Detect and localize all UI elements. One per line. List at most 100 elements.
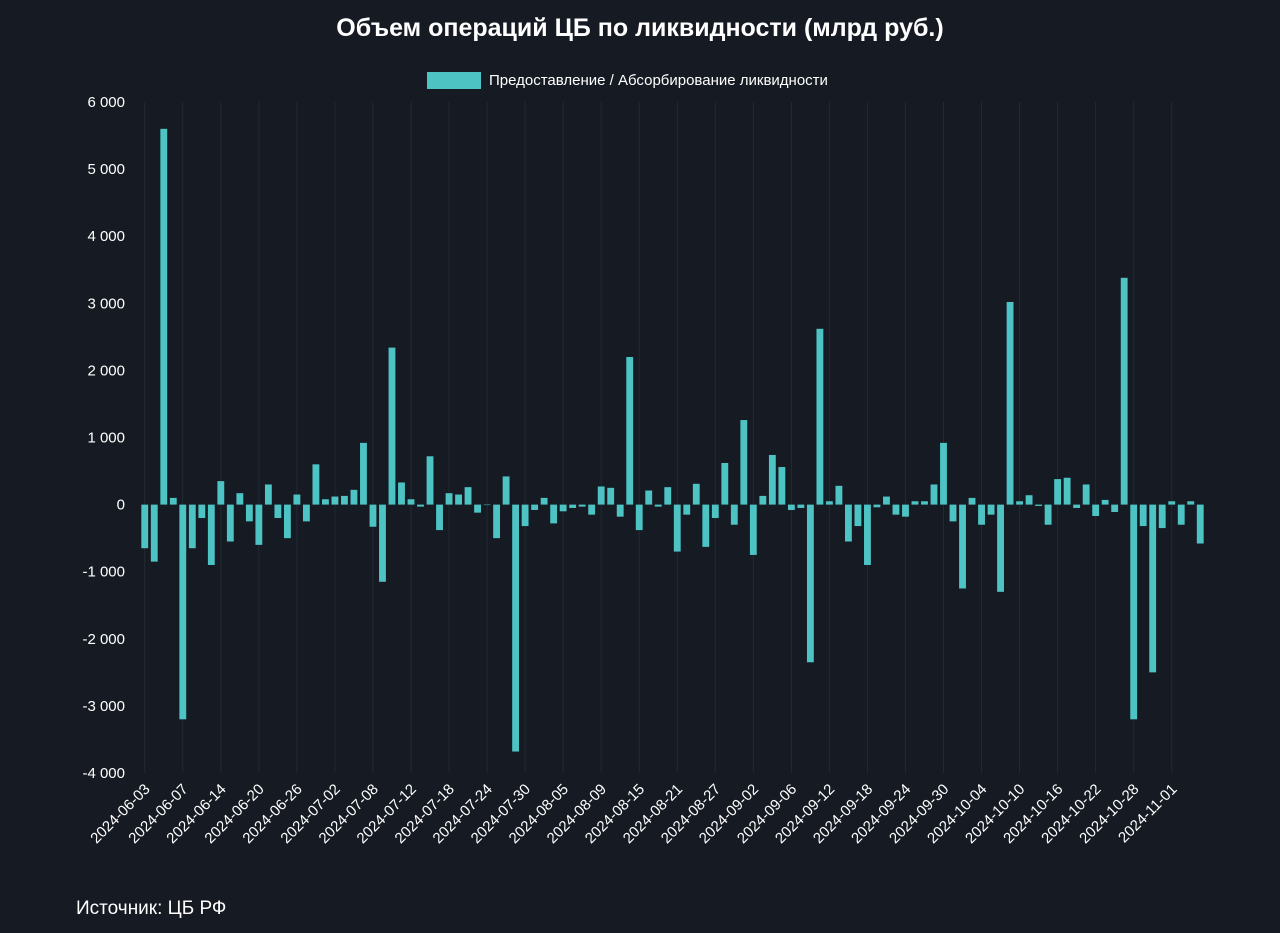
bar[interactable]: [902, 504, 909, 517]
bar[interactable]: [1006, 301, 1014, 505]
bar[interactable]: [407, 499, 415, 505]
bar[interactable]: [493, 504, 501, 539]
bar[interactable]: [854, 504, 862, 527]
bar[interactable]: [350, 489, 358, 505]
bar[interactable]: [236, 493, 244, 505]
bar[interactable]: [626, 356, 634, 505]
bar[interactable]: [883, 496, 890, 505]
bar[interactable]: [360, 442, 367, 505]
bar[interactable]: [968, 497, 976, 505]
bar[interactable]: [245, 504, 253, 522]
bar[interactable]: [1073, 504, 1081, 508]
bar[interactable]: [1111, 504, 1119, 512]
bar[interactable]: [521, 504, 529, 527]
bar[interactable]: [797, 504, 805, 508]
bar[interactable]: [683, 504, 691, 515]
bar[interactable]: [1158, 504, 1166, 529]
bar[interactable]: [1177, 504, 1185, 525]
bar[interactable]: [645, 490, 653, 505]
bar[interactable]: [283, 504, 291, 539]
bar[interactable]: [512, 504, 520, 752]
bar[interactable]: [388, 347, 396, 505]
bar[interactable]: [1187, 501, 1195, 505]
bar[interactable]: [550, 504, 558, 524]
bar[interactable]: [1035, 504, 1043, 506]
bar[interactable]: [806, 504, 814, 663]
bar[interactable]: [930, 484, 938, 505]
legend[interactable]: Предоставление / Абсорбирование ликвидно…: [427, 72, 828, 89]
bar[interactable]: [749, 504, 757, 555]
bar[interactable]: [1168, 501, 1176, 505]
bar[interactable]: [787, 504, 795, 510]
bar[interactable]: [1101, 499, 1109, 505]
bar[interactable]: [274, 504, 282, 519]
bar[interactable]: [654, 504, 662, 507]
bar[interactable]: [597, 486, 605, 505]
bar[interactable]: [379, 504, 386, 582]
bar[interactable]: [1044, 504, 1052, 525]
bar[interactable]: [1016, 501, 1023, 505]
bar[interactable]: [721, 463, 729, 505]
bar[interactable]: [1149, 504, 1157, 673]
bar[interactable]: [436, 504, 443, 531]
bar[interactable]: [711, 504, 719, 519]
bar[interactable]: [825, 501, 833, 505]
bar[interactable]: [150, 504, 158, 562]
bar[interactable]: [169, 497, 177, 505]
bar[interactable]: [759, 495, 767, 505]
bar[interactable]: [740, 420, 748, 505]
bar[interactable]: [207, 504, 215, 565]
bar[interactable]: [331, 496, 339, 505]
bar[interactable]: [844, 504, 852, 542]
bar[interactable]: [417, 504, 424, 507]
bar[interactable]: [540, 497, 548, 505]
bar[interactable]: [578, 504, 586, 507]
bar[interactable]: [664, 487, 672, 505]
bar[interactable]: [607, 487, 615, 505]
bar[interactable]: [1092, 504, 1100, 517]
bar[interactable]: [911, 501, 919, 505]
bar[interactable]: [997, 504, 1004, 592]
bar[interactable]: [892, 504, 900, 515]
bar[interactable]: [730, 504, 738, 525]
bar[interactable]: [673, 504, 681, 552]
bar[interactable]: [864, 504, 871, 565]
bar[interactable]: [502, 476, 510, 505]
bar[interactable]: [455, 494, 462, 505]
bar[interactable]: [445, 493, 453, 505]
bar[interactable]: [426, 456, 434, 505]
bar[interactable]: [341, 495, 348, 505]
bar[interactable]: [873, 504, 881, 508]
bar[interactable]: [188, 504, 196, 549]
bar[interactable]: [778, 467, 786, 505]
bar[interactable]: [1196, 504, 1204, 544]
bar[interactable]: [312, 464, 320, 505]
bar[interactable]: [264, 484, 272, 505]
bar[interactable]: [816, 328, 824, 505]
bar[interactable]: [255, 504, 263, 545]
bar[interactable]: [179, 504, 187, 720]
bar[interactable]: [1063, 477, 1071, 505]
bar[interactable]: [322, 499, 329, 505]
bar[interactable]: [226, 504, 234, 542]
bar[interactable]: [369, 504, 377, 527]
bar[interactable]: [160, 128, 168, 505]
bar[interactable]: [702, 504, 710, 547]
bar[interactable]: [569, 504, 577, 508]
bar[interactable]: [768, 454, 776, 505]
bar[interactable]: [217, 481, 225, 505]
bar[interactable]: [835, 485, 843, 505]
bar[interactable]: [940, 442, 947, 505]
bar[interactable]: [1054, 479, 1062, 505]
bar[interactable]: [987, 504, 995, 515]
bar[interactable]: [302, 504, 310, 522]
bar[interactable]: [1120, 277, 1128, 505]
bar[interactable]: [978, 504, 985, 525]
bar[interactable]: [616, 504, 624, 517]
bar[interactable]: [949, 504, 957, 522]
bar[interactable]: [692, 483, 700, 505]
bar[interactable]: [531, 504, 539, 510]
bar[interactable]: [921, 501, 928, 505]
bar[interactable]: [398, 482, 405, 505]
bar[interactable]: [635, 504, 643, 531]
